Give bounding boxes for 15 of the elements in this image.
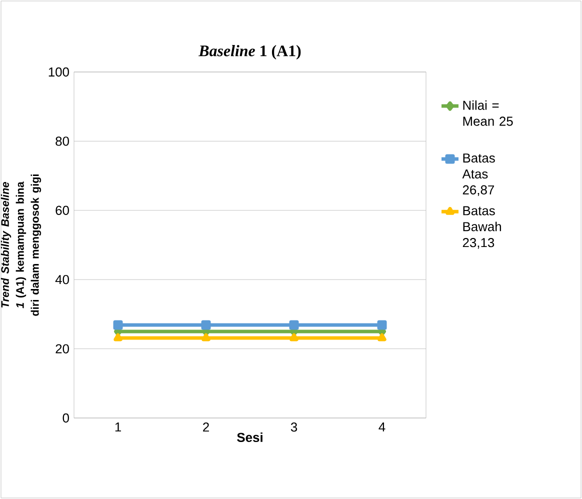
legend-label: Nilai = Mean 25 bbox=[463, 100, 513, 126]
legend-label: Batas Bawah 23,13 bbox=[462, 206, 501, 249]
x-tick-label: 1 bbox=[115, 422, 121, 432]
y-tick-label: 0 bbox=[62, 413, 69, 423]
y-tick-label: 40 bbox=[55, 274, 69, 284]
chart-title: Baseline 1 (A1) bbox=[198, 45, 301, 60]
x-tick-label: 3 bbox=[290, 422, 298, 432]
x-axis-title: Sesi bbox=[237, 432, 262, 442]
x-tick-label: 4 bbox=[378, 422, 386, 432]
y-tick-label: 80 bbox=[56, 136, 69, 146]
legend-label: Batas Atas 26,87 bbox=[462, 154, 495, 196]
y-tick-label: 100 bbox=[48, 67, 69, 77]
y-tick-label: 60 bbox=[56, 206, 69, 215]
x-tick-label: 2 bbox=[203, 422, 209, 432]
y-tick-label: 20 bbox=[56, 344, 69, 354]
